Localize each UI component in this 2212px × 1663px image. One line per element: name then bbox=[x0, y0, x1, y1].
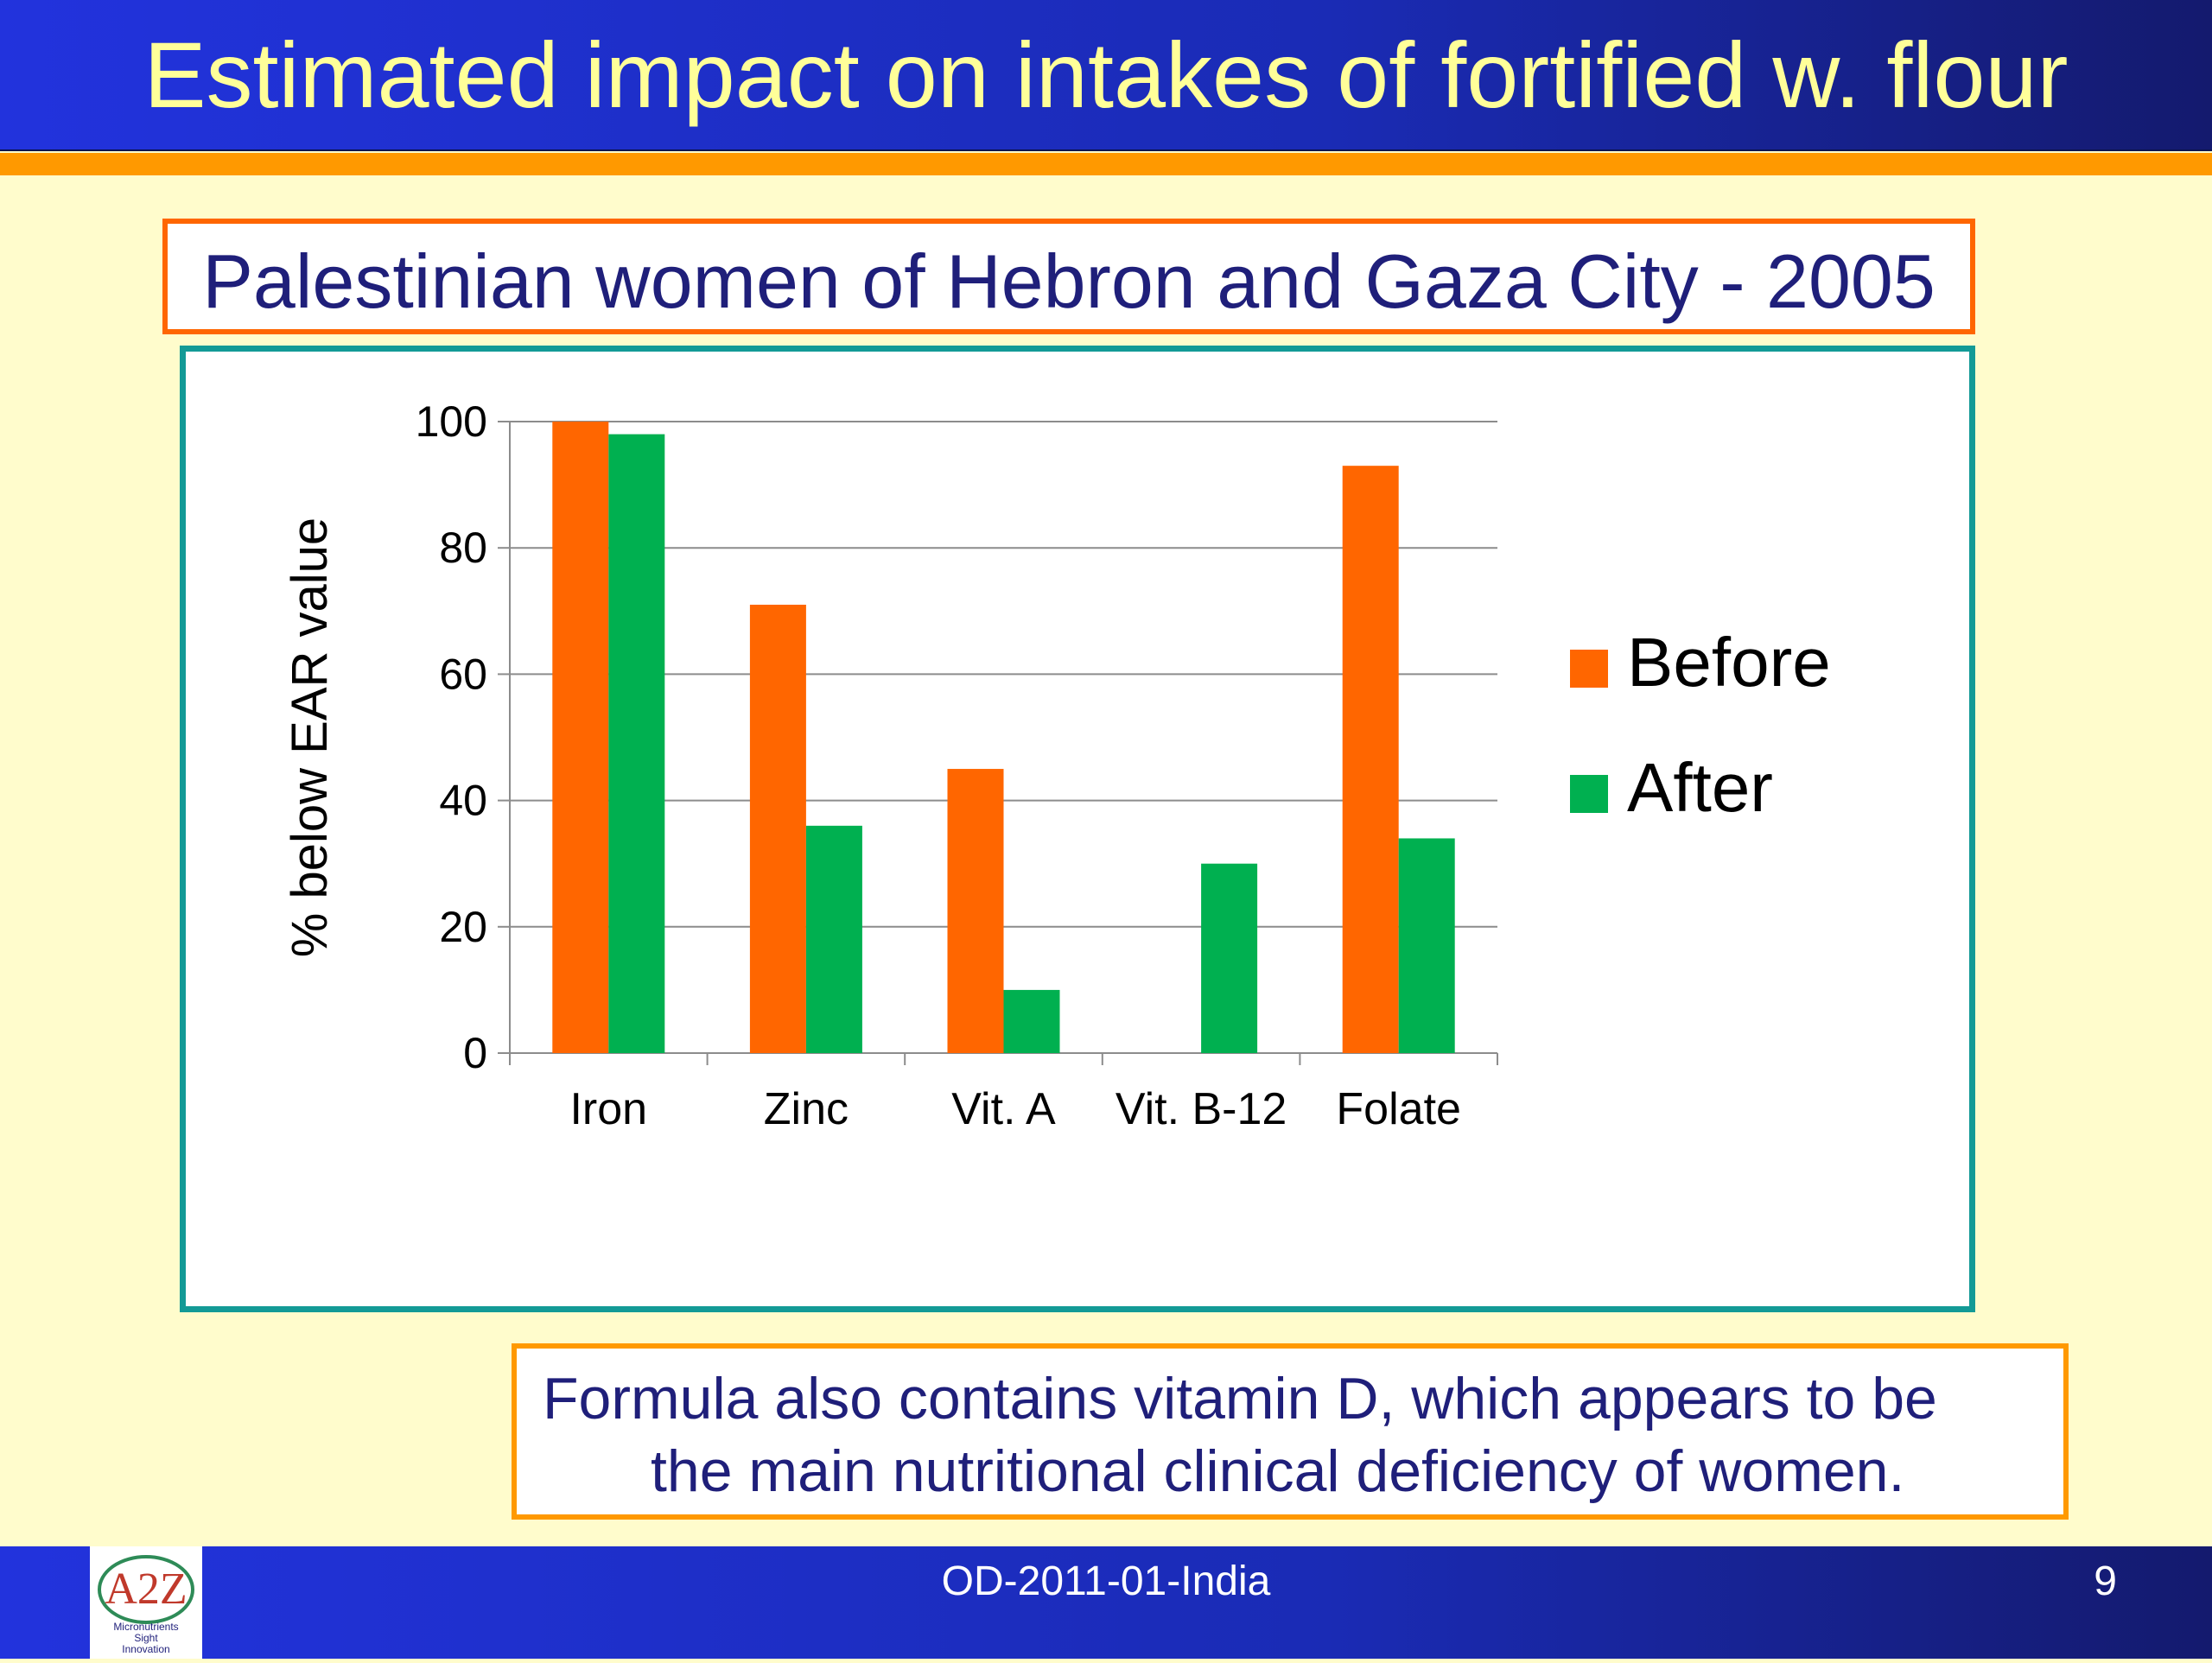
title-divider bbox=[0, 153, 2212, 175]
chart-subtitle: Palestinian women of Hebron and Gaza Cit… bbox=[202, 238, 1936, 324]
legend-label-after: After bbox=[1627, 749, 1773, 826]
y-tick-label: 80 bbox=[439, 524, 487, 572]
x-tick-label: Vit. B-12 bbox=[1116, 1084, 1287, 1134]
bar-after bbox=[805, 825, 862, 1053]
y-tick-label: 20 bbox=[439, 903, 487, 951]
legend-swatch-after bbox=[1570, 775, 1608, 813]
x-tick-label: Vit. A bbox=[951, 1084, 1056, 1134]
logo-line-1: Micronutrients bbox=[113, 1621, 178, 1633]
y-tick-label: 40 bbox=[439, 777, 487, 825]
footer-bar bbox=[0, 1546, 2212, 1659]
title-bar bbox=[0, 0, 2212, 151]
x-tick-label: Folate bbox=[1336, 1084, 1461, 1134]
footer-text: OD-2011-01-India bbox=[941, 1558, 1271, 1604]
bar-after bbox=[1201, 863, 1258, 1053]
note-box: Formula also contains vitamin D, which a… bbox=[512, 1343, 2069, 1520]
bar-before bbox=[552, 422, 609, 1053]
bar-before bbox=[947, 769, 1004, 1053]
y-axis-title: % below EAR value bbox=[282, 517, 338, 957]
page-number: 9 bbox=[2094, 1558, 2117, 1604]
subtitle-box: Palestinian women of Hebron and Gaza Cit… bbox=[162, 219, 1975, 334]
logo-mark: A2Z bbox=[105, 1565, 187, 1614]
bar-after bbox=[1003, 989, 1060, 1053]
bar-before bbox=[749, 604, 806, 1053]
legend-label-before: Before bbox=[1627, 624, 1831, 701]
bar-before bbox=[1342, 466, 1399, 1053]
legend-swatch-before bbox=[1570, 650, 1608, 688]
note-line-1: Formula also contains vitamin D, which a… bbox=[543, 1366, 1937, 1431]
x-tick-label: Iron bbox=[569, 1084, 647, 1134]
a2z-logo: A2Z Micronutrients Sight Innovation bbox=[90, 1546, 202, 1659]
y-tick-label: 100 bbox=[416, 397, 487, 446]
bar-chart: 0 20 40 60 80 100 Iron Zinc Vit. A Vit. B-12 Folat… bbox=[282, 397, 1831, 1134]
logo-line-3: Innovation bbox=[122, 1643, 169, 1655]
y-tick-label: 60 bbox=[439, 650, 487, 698]
y-tick-label: 0 bbox=[463, 1029, 487, 1077]
note-line-2: the main nutritional clinical deficiency… bbox=[651, 1438, 1905, 1504]
x-tick-label: Zinc bbox=[764, 1084, 849, 1134]
bar-after bbox=[608, 434, 665, 1053]
bar-after bbox=[1398, 838, 1455, 1053]
logo-line-2: Sight bbox=[134, 1632, 158, 1644]
slide-title: Estimated impact on intakes of fortified… bbox=[143, 22, 2069, 127]
chart-panel: 0 20 40 60 80 100 Iron Zinc Vit. A Vit. B-12 Folat… bbox=[180, 346, 1975, 1312]
